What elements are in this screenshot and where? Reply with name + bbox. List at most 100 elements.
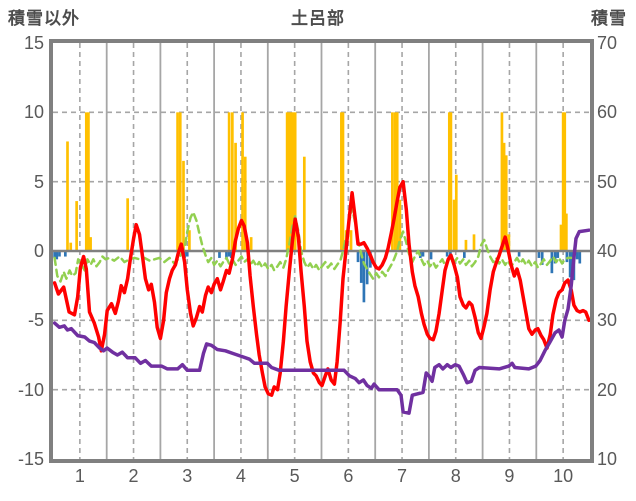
- blue-bars-bar: [227, 251, 231, 257]
- blue-bars-bar: [445, 251, 449, 257]
- blue-bars-bar: [517, 251, 521, 257]
- x-tick-label: 8: [450, 466, 461, 486]
- y-left-tick-label: 10: [23, 102, 44, 123]
- green-dashed-line: [53, 206, 573, 283]
- y-right-tick-label: 40: [597, 241, 618, 261]
- precip-bars-bar: [293, 112, 297, 251]
- blue-bars-bar: [218, 251, 221, 258]
- precip-bars-bar: [69, 242, 73, 251]
- precip-bars-bar: [502, 142, 506, 251]
- x-tick-label: 5: [289, 466, 300, 486]
- precip-bars-bar: [249, 237, 253, 251]
- precip-bars-bar: [188, 230, 191, 251]
- precip-bars-bar: [302, 156, 306, 251]
- precip-bars-bar: [178, 112, 182, 251]
- chart-plot-svg: [53, 43, 590, 459]
- y-right-tick-label: 50: [597, 171, 618, 192]
- blue-bars-bar: [421, 251, 425, 257]
- right-axis-title: 積雪: [591, 9, 627, 28]
- precip-bars-bar: [504, 155, 508, 251]
- plot-area: [49, 39, 594, 463]
- precip-bars-bar: [285, 112, 289, 251]
- precip-bars-bar: [393, 112, 397, 251]
- x-tick-label: 1: [74, 466, 85, 486]
- precip-bars-bar: [559, 224, 563, 251]
- x-tick-label: 2: [128, 466, 139, 486]
- x-tick-label: 7: [397, 466, 408, 486]
- chart-title: 土呂部: [291, 9, 345, 28]
- x-tick-label: 9: [504, 466, 515, 486]
- precip-bars-bar: [176, 112, 179, 251]
- blue-bars-bar: [540, 251, 544, 265]
- blue-bars-bar: [58, 251, 61, 257]
- precip-bars-bar: [454, 174, 458, 251]
- blue-bars-bar: [356, 251, 360, 263]
- precip-bars-bar: [452, 199, 456, 251]
- y-right-tick-label: 30: [597, 310, 618, 331]
- blue-bars-bar: [53, 251, 56, 258]
- blue-bars-bar: [556, 251, 560, 258]
- precip-bars-bar: [349, 230, 353, 251]
- blue-bars-bar: [565, 251, 569, 263]
- precip-bars-bar: [507, 234, 511, 251]
- precip-bars-bar: [563, 112, 567, 251]
- precip-bars-bar: [243, 156, 247, 251]
- precip-bars-bar: [75, 201, 78, 251]
- precip-bars-bar: [291, 112, 295, 251]
- precip-bars-bar: [447, 112, 451, 251]
- y-right-tick-label: 20: [597, 379, 618, 400]
- blue-bars-bar: [570, 251, 574, 268]
- x-tick-label: 6: [343, 466, 354, 486]
- blue-bars-bar: [553, 251, 557, 264]
- precip-bars-bar: [290, 112, 293, 251]
- precip-bars-bar: [341, 112, 345, 251]
- blue-bars-bar: [229, 251, 233, 258]
- x-tick-label: 4: [235, 466, 246, 486]
- precip-bars-bar: [84, 112, 88, 251]
- precip-bars-bar: [449, 112, 453, 251]
- precip-bars-bar: [398, 199, 402, 251]
- x-tick-label: 10: [553, 466, 574, 486]
- y-left-tick-label: 15: [23, 33, 44, 53]
- precip-bars-bar: [227, 112, 231, 251]
- precip-bars-bar: [66, 141, 69, 251]
- blue-bars-bar: [568, 251, 572, 278]
- precip-bars-bar: [565, 213, 568, 251]
- blue-bars-bar: [359, 251, 363, 283]
- blue-bars-bar: [185, 251, 189, 257]
- blue-bars-bar: [362, 251, 366, 303]
- blue-bars-bar: [537, 251, 541, 258]
- y-left-tick-label: 0: [33, 241, 44, 261]
- precip-bars-bar: [89, 237, 92, 251]
- precip-bars-bar: [561, 112, 565, 251]
- blue-bars-bar: [550, 251, 554, 274]
- purple-line: [53, 228, 590, 415]
- blue-bars-bar: [575, 251, 579, 260]
- precip-bars-bar: [241, 112, 244, 251]
- precip-bars-bar: [500, 112, 504, 251]
- precip-bars-group: [66, 112, 568, 251]
- y-right-tick-label: 70: [597, 33, 618, 53]
- x-tick-label: 3: [182, 466, 193, 486]
- precip-bars-bar: [472, 234, 476, 251]
- precip-bars-bar: [340, 112, 343, 251]
- y-left-tick-label: -10: [17, 379, 44, 400]
- precip-bars-bar: [464, 239, 468, 251]
- precip-bars-bar: [231, 112, 234, 251]
- precip-bars-bar: [287, 112, 291, 251]
- y-right-tick-label: 10: [597, 449, 618, 469]
- precip-bars-bar: [391, 112, 394, 251]
- precip-bars-bar: [87, 112, 90, 251]
- precip-bars-bar: [234, 142, 237, 251]
- y-left-tick-label: -15: [17, 449, 44, 469]
- blue-bars-bar: [64, 251, 67, 257]
- blue-bars-bar: [225, 251, 228, 258]
- blue-bars-bar: [429, 251, 433, 260]
- precip-bars-bar: [395, 112, 399, 251]
- precip-bars-bar: [126, 198, 129, 251]
- precip-bars-bar: [182, 160, 185, 251]
- y-left-tick-label: -5: [27, 310, 44, 331]
- blue-bars-bar: [462, 251, 466, 258]
- blue-bars-bar: [578, 251, 582, 264]
